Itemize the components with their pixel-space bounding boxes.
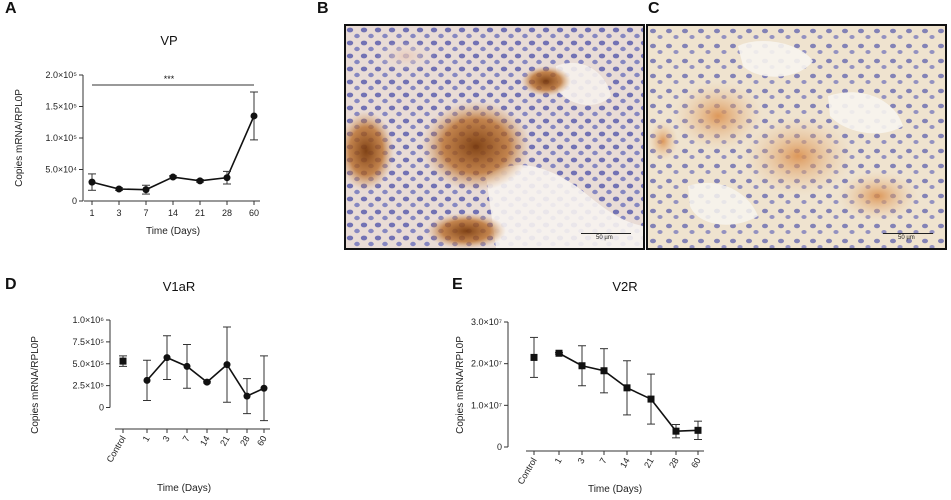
- vp-data-point: [88, 178, 96, 186]
- micrograph-c-image: [648, 26, 945, 248]
- vp-x-tick-label: 28: [222, 208, 232, 218]
- v2r-y-tick-label: 0: [497, 442, 502, 452]
- v1ar-x-label: Time (Days): [157, 483, 211, 494]
- v2r-x-tick-label: 60: [689, 456, 703, 470]
- v1ar-data-point: [203, 378, 211, 386]
- vp-y-label: Copies mRNA/RPL0P: [14, 89, 25, 187]
- v1ar-x-tick-label: 21: [218, 434, 232, 448]
- v1ar-y-tick-label: 1.0×10⁶: [73, 315, 105, 325]
- v1ar-data-point: [143, 376, 151, 384]
- v2r-y-tick-label: 1.0×10⁷: [471, 400, 502, 410]
- vp-y-tick-label: 5.0×10⁴: [45, 165, 77, 175]
- vp-x-tick-label: 21: [195, 208, 205, 218]
- v1ar-x-tick-label: 3: [161, 434, 172, 443]
- vp-x-label: Time (Days): [146, 226, 200, 237]
- v1ar-data-point: [163, 354, 171, 362]
- vp-y-tick-label: 1.5×10⁵: [45, 102, 77, 112]
- v2r-x-label: Time (Days): [588, 484, 642, 495]
- vp-data-point: [196, 177, 204, 185]
- vp-significance-label: ***: [164, 74, 175, 84]
- v1ar-data-point: [260, 384, 268, 392]
- v1ar-title: V1aR: [163, 279, 196, 294]
- v2r-y-tick-label: 2.0×10⁷: [471, 359, 502, 369]
- vp-data-point: [223, 174, 231, 182]
- v1ar-y-tick-label: 2.5×10⁵: [72, 381, 104, 391]
- vp-y-tick-label: 1.0×10⁵: [45, 133, 77, 143]
- v2r-data-point: [600, 367, 608, 375]
- vp-x-tick-label: 14: [168, 208, 178, 218]
- v2r-x-tick-label: Control: [516, 456, 539, 486]
- v2r-x-tick-label: 28: [667, 456, 681, 470]
- vp-data-point: [115, 185, 123, 193]
- v2r-x-tick-label: 21: [642, 456, 656, 470]
- v2r-data-point: [647, 395, 655, 403]
- micrograph-b: 50 µm: [344, 24, 645, 250]
- v1ar-data-point: [183, 362, 191, 370]
- v1ar-y-label: Copies mRNA/RPL0P: [30, 336, 41, 434]
- v2r-y-label: Copies mRNA/RPL0P: [455, 336, 466, 434]
- v1ar-y-tick-label: 7.5×10⁵: [72, 337, 104, 347]
- v1ar-x-tick-label: Control: [105, 434, 128, 464]
- v1ar-x-tick-label: 60: [255, 434, 269, 448]
- v2r-x-tick-label: 1: [553, 456, 564, 465]
- v1ar-series-line: [146, 356, 265, 398]
- panel-letter-d: D: [5, 276, 17, 293]
- vp-x-tick-label: 3: [116, 208, 121, 218]
- v1ar-x-tick-label: 7: [181, 434, 192, 443]
- panel-letter-a: A: [5, 0, 17, 17]
- vp-y-tick-label: 0: [72, 196, 77, 206]
- v2r-x-tick-label: 14: [618, 456, 632, 470]
- vp-x-tick-label: 7: [143, 208, 148, 218]
- v2r-data-point: [578, 362, 586, 370]
- v1ar-x-tick-label: 1: [141, 434, 152, 443]
- v2r-data-point: [530, 353, 538, 361]
- scale-label-b: 50 µm: [596, 235, 613, 241]
- vp-title: VP: [160, 33, 177, 48]
- vp-x-tick-label: 1: [89, 208, 94, 218]
- v1ar-y-tick-label: 0: [99, 403, 104, 413]
- v2r-data-point: [694, 426, 702, 434]
- v1ar-x-tick-label: 28: [238, 434, 252, 448]
- v2r-y-tick-label: 3.0×10⁷: [471, 317, 502, 327]
- vp-y-tick-label: 2.0×10⁵: [45, 70, 77, 80]
- vp-x-tick-label: 60: [249, 208, 259, 218]
- v2r-data-point: [672, 427, 680, 435]
- v2r-x-tick-label: 3: [576, 456, 587, 465]
- vp-data-point: [142, 186, 150, 194]
- v1ar-data-point: [243, 392, 251, 400]
- v2r-data-point: [623, 384, 631, 392]
- panel-letter-e: E: [452, 276, 463, 293]
- v1ar-x-tick-label: 14: [198, 434, 212, 448]
- v2r-data-point: [555, 349, 563, 357]
- v1ar-data-point: [119, 357, 127, 365]
- v2r-x-tick-label: 7: [598, 456, 609, 465]
- v1ar-data-point: [223, 361, 231, 369]
- v1ar-y-tick-label: 5.0×10⁵: [72, 359, 104, 369]
- vp-data-point: [250, 112, 258, 120]
- micrograph-b-image: [346, 26, 643, 248]
- v2r-title: V2R: [612, 279, 637, 294]
- scale-bar-b: [581, 233, 631, 234]
- scale-label-c: 50 µm: [898, 235, 915, 241]
- panel-letter-c: C: [648, 0, 660, 17]
- vp-data-point: [169, 173, 177, 181]
- scale-bar-c: [883, 233, 933, 234]
- panel-letter-b: B: [317, 0, 329, 17]
- micrograph-c: 50 µm: [646, 24, 947, 250]
